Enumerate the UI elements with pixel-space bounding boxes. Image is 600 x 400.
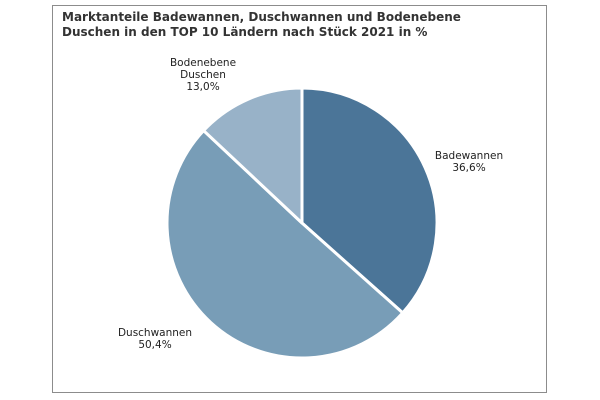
slice-label-badewannen: Badewannen 36,6% bbox=[424, 150, 514, 174]
slice-value-badewannen: 36,6% bbox=[452, 162, 486, 174]
pie-slice-bodenebene-duschen bbox=[202, 86, 304, 225]
chart-title-line-2: Duschen in den TOP 10 Ländern nach Stück… bbox=[62, 25, 428, 39]
slice-name-duschwannen: Duschwannen bbox=[117, 327, 193, 339]
slice-name-bodenebene-line-1: Bodenebene bbox=[169, 57, 237, 69]
chart-title: Marktanteile Badewannen, Duschwannen und… bbox=[62, 10, 492, 40]
slice-value-bodenebene-duschen: 13,0% bbox=[186, 81, 220, 93]
pie-slice-duschwannen bbox=[165, 129, 405, 360]
slice-name-badewannen: Badewannen bbox=[434, 150, 504, 162]
slice-name-bodenebene-line-2: Duschen bbox=[180, 69, 226, 81]
slice-label-duschwannen: Duschwannen 50,4% bbox=[110, 327, 200, 351]
slice-label-bodenebene-duschen: Bodenebene Duschen 13,0% bbox=[158, 57, 248, 93]
chart-title-line-1: Marktanteile Badewannen, Duschwannen und… bbox=[62, 10, 461, 24]
slice-value-duschwannen: 50,4% bbox=[138, 339, 172, 351]
pie-slice-badewannen bbox=[300, 86, 439, 315]
pie-slices bbox=[165, 86, 439, 360]
